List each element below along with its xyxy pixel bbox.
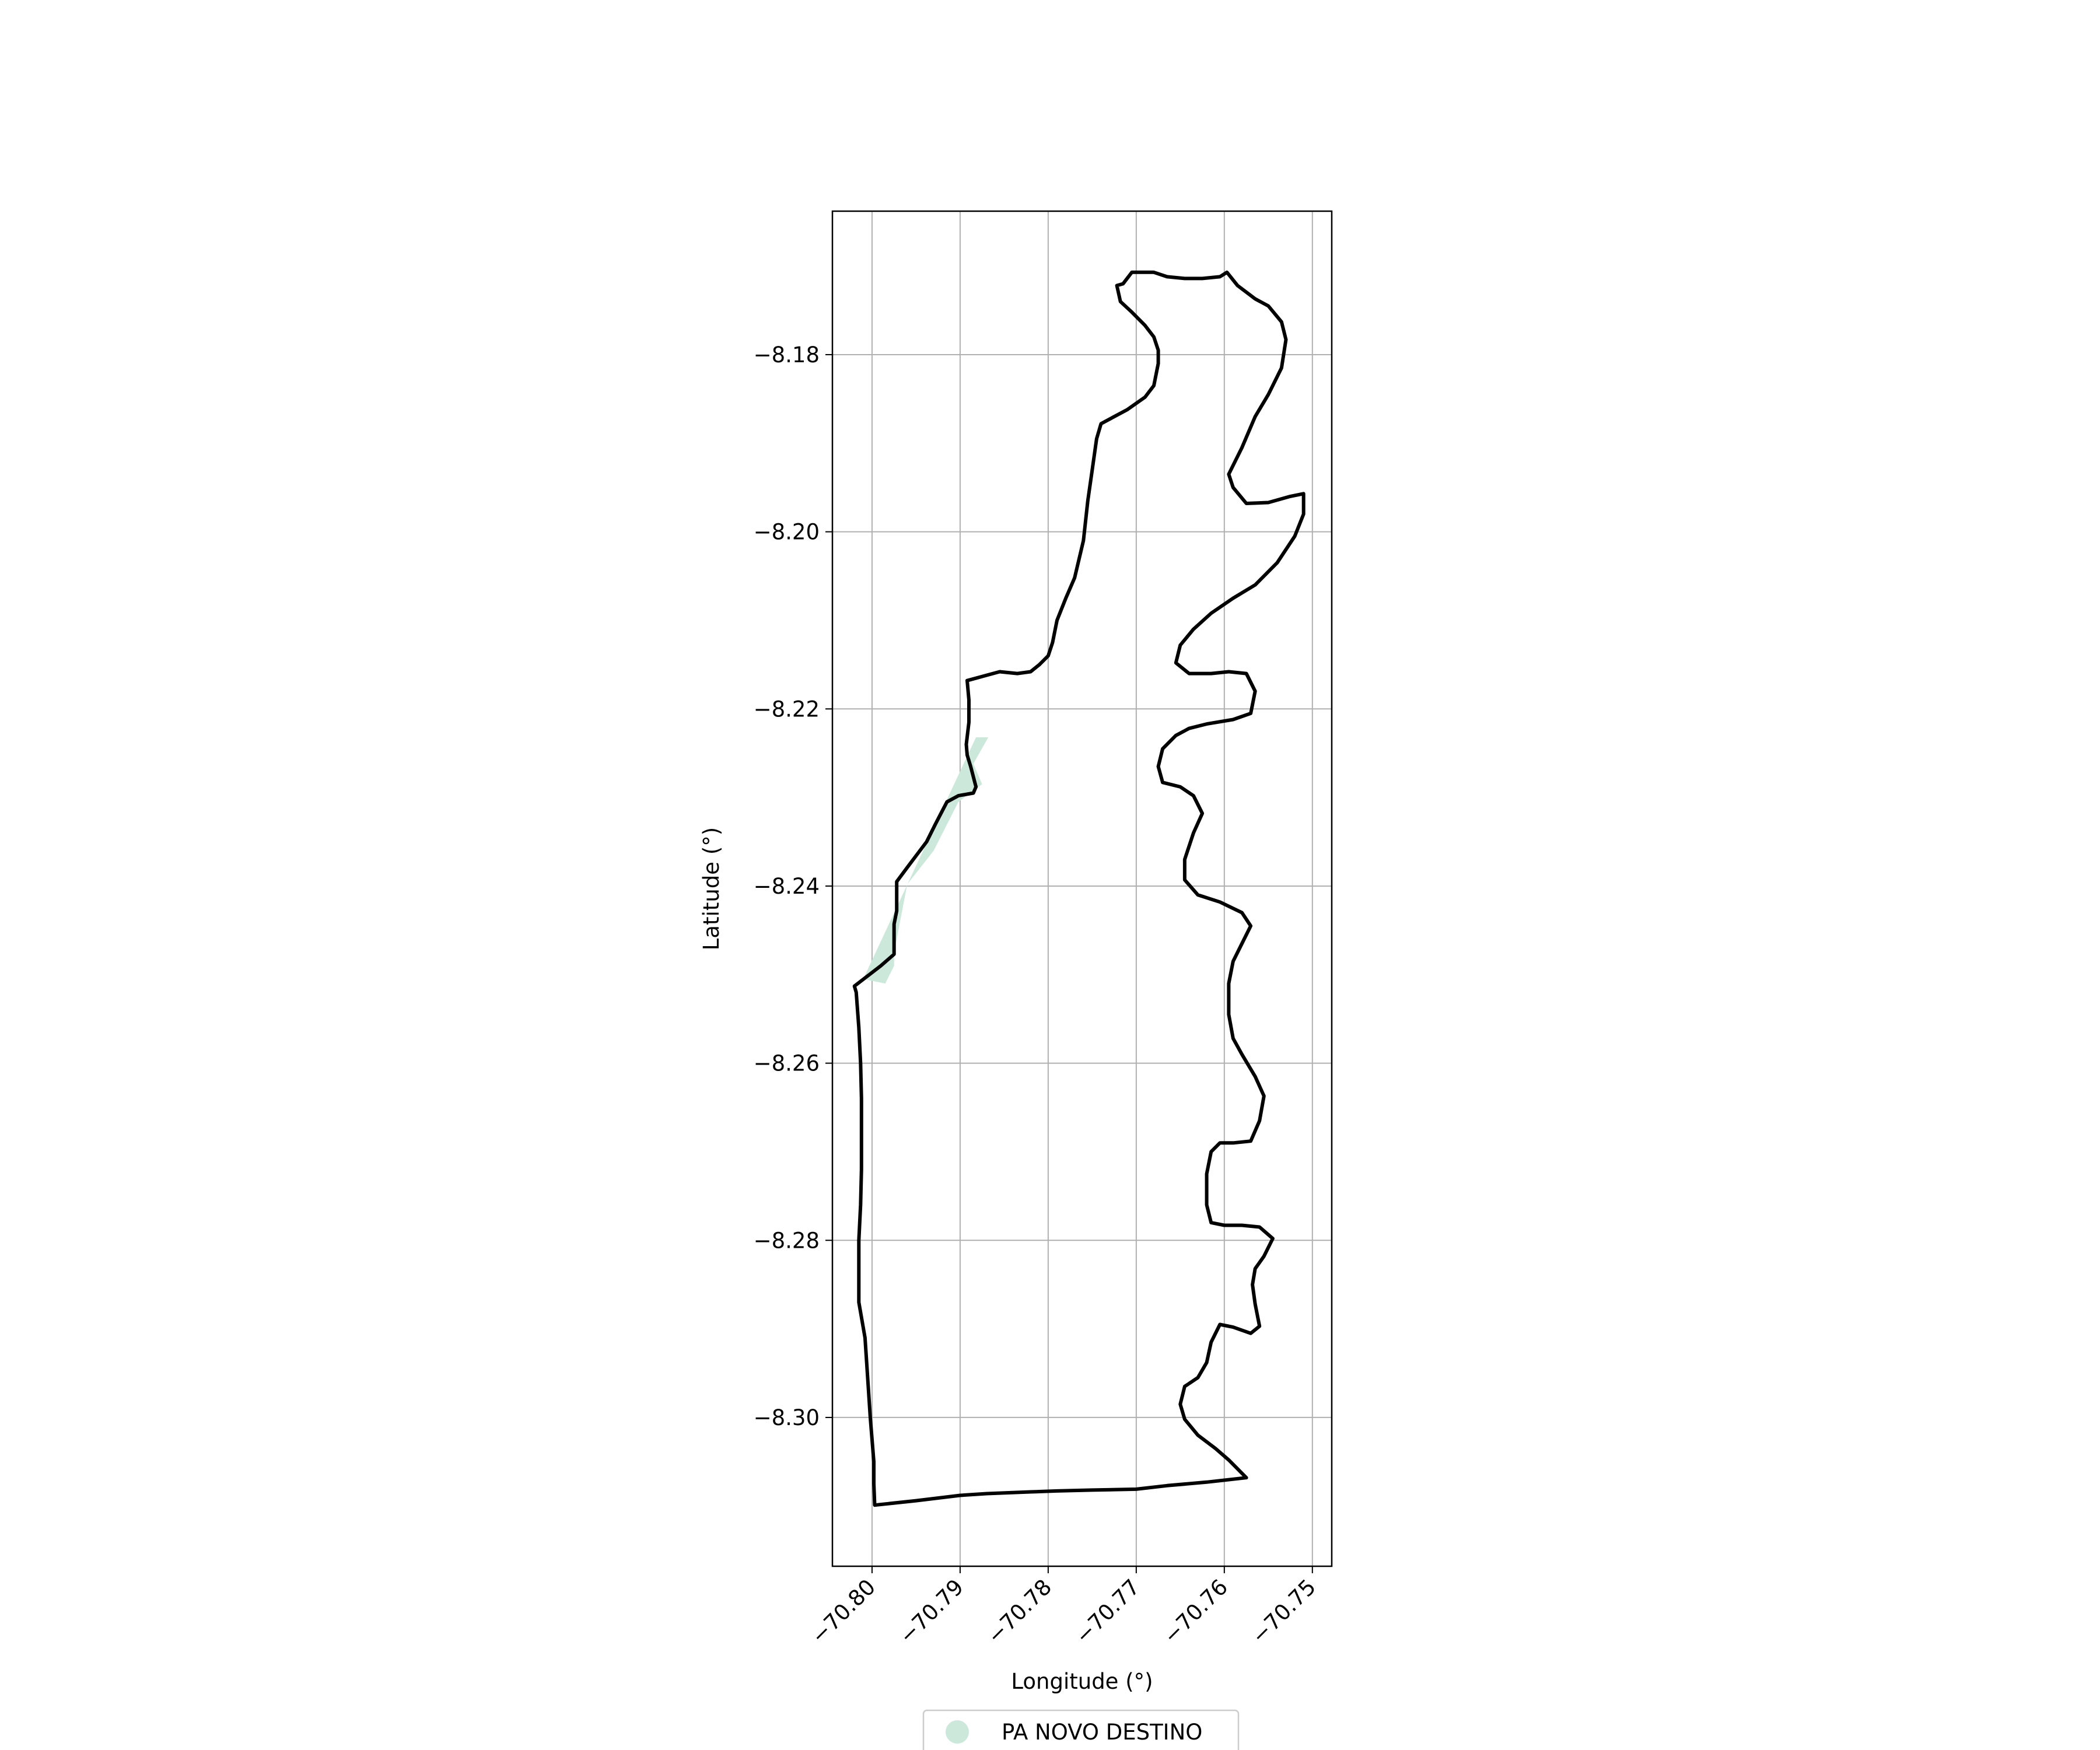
legend-box	[922, 1709, 1240, 1750]
y-tick-label: −8.28	[754, 1228, 820, 1253]
y-tick-label: −8.30	[754, 1405, 820, 1430]
boundary-outline	[852, 270, 1306, 1507]
y-axis-label: Latitude (°)	[699, 827, 724, 950]
x-axis-label: Longitude (°)	[1011, 1669, 1153, 1694]
y-tick-label: −8.20	[754, 520, 820, 545]
grid	[832, 211, 1332, 1566]
y-tick-label: −8.26	[754, 1051, 820, 1076]
y-tick-label: −8.22	[754, 696, 820, 722]
y-tick-label: −8.18	[754, 342, 820, 368]
axes-frame	[831, 210, 1333, 1567]
legend: PA NOVO DESTINO	[922, 1709, 1240, 1750]
legend-marker	[946, 1720, 969, 1744]
map-layer	[852, 270, 1306, 1507]
legend-label: PA NOVO DESTINO	[1002, 1720, 1202, 1745]
y-tick-label: −8.24	[754, 874, 820, 899]
